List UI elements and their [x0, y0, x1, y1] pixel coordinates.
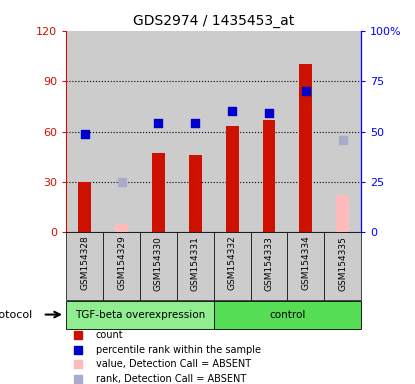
Title: GDS2974 / 1435453_at: GDS2974 / 1435453_at — [133, 14, 294, 28]
Point — [75, 361, 81, 367]
Bar — [66, 31, 103, 232]
Bar — [140, 232, 177, 300]
Point — [75, 376, 81, 382]
Point — [75, 332, 81, 338]
Bar — [177, 232, 214, 300]
Text: GSM154331: GSM154331 — [191, 236, 200, 291]
Bar — [66, 232, 103, 300]
Text: GSM154329: GSM154329 — [117, 236, 126, 290]
Text: rank, Detection Call = ABSENT: rank, Detection Call = ABSENT — [96, 374, 246, 384]
Point — [229, 108, 235, 114]
Bar — [189, 155, 202, 232]
Bar — [214, 31, 251, 232]
Text: value, Detection Call = ABSENT: value, Detection Call = ABSENT — [96, 359, 251, 369]
Bar — [214, 301, 361, 329]
Bar — [251, 232, 287, 300]
Text: GSM154332: GSM154332 — [228, 236, 237, 290]
Point — [266, 110, 272, 116]
Text: GSM154328: GSM154328 — [81, 236, 89, 290]
Text: count: count — [96, 330, 124, 340]
Bar — [66, 301, 214, 329]
Text: TGF-beta overexpression: TGF-beta overexpression — [75, 310, 205, 319]
Bar — [115, 224, 128, 232]
Bar — [336, 195, 349, 232]
Bar — [78, 182, 91, 232]
Point — [118, 179, 125, 185]
Bar — [177, 31, 214, 232]
Bar — [287, 31, 324, 232]
Text: GSM154330: GSM154330 — [154, 236, 163, 291]
Text: control: control — [269, 310, 305, 319]
Bar — [324, 31, 361, 232]
Point — [339, 136, 346, 142]
Text: GSM154335: GSM154335 — [338, 236, 347, 291]
Bar — [214, 232, 251, 300]
Bar — [152, 153, 165, 232]
Bar — [299, 64, 312, 232]
Point — [303, 88, 309, 94]
Point — [155, 120, 162, 126]
Bar — [263, 120, 276, 232]
Text: GSM154333: GSM154333 — [264, 236, 273, 291]
Bar — [103, 232, 140, 300]
Point — [192, 120, 199, 126]
Bar — [103, 31, 140, 232]
Bar — [287, 232, 324, 300]
Point — [81, 131, 88, 137]
Text: percentile rank within the sample: percentile rank within the sample — [96, 344, 261, 354]
Bar — [140, 31, 177, 232]
Bar — [251, 31, 287, 232]
Bar — [324, 232, 361, 300]
Bar — [226, 126, 239, 232]
Text: GSM154334: GSM154334 — [301, 236, 310, 290]
Text: protocol: protocol — [0, 310, 32, 319]
Point — [75, 346, 81, 353]
